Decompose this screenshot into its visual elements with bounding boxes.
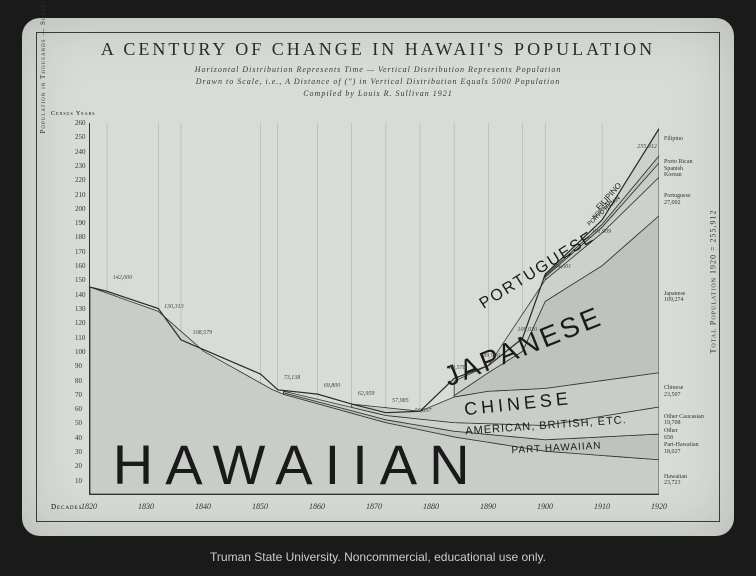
y-tick: 120 xyxy=(75,319,86,327)
census-years-label: Census Years xyxy=(51,111,96,117)
y-tick: 20 xyxy=(75,462,82,470)
population-annotation: 108,579 xyxy=(193,330,213,336)
x-tick: 1860 xyxy=(309,502,325,511)
right-breakdown-label: Part-Hawaiian 18,027 xyxy=(664,442,699,455)
y-tick: 40 xyxy=(75,434,82,442)
x-tick: 1850 xyxy=(252,502,268,511)
subtitle-line-2: Drawn to Scale, i.e., A Distance of (") … xyxy=(196,77,561,86)
right-breakdown-label: Filipino xyxy=(664,136,683,143)
y-tick: 170 xyxy=(75,248,86,256)
x-tick: 1920 xyxy=(651,502,667,511)
x-tick: 1830 xyxy=(138,502,154,511)
slide-frame: A CENTURY OF CHANGE IN HAWAII'S POPULATI… xyxy=(22,18,734,536)
x-tick: 1890 xyxy=(480,502,496,511)
population-annotation: 89,990 xyxy=(483,353,500,359)
population-annotation: 57,985 xyxy=(392,398,409,404)
y-tick: 250 xyxy=(75,133,86,141)
right-breakdown-label: Chinese 23,507 xyxy=(664,385,683,398)
population-annotation: 109,020 xyxy=(518,327,538,333)
y-tick: 210 xyxy=(75,191,86,199)
x-tick: 1900 xyxy=(537,502,553,511)
y-axis-label: Population in Thousands — Scale: (") Equ… xyxy=(39,0,47,134)
population-annotation: 80,578 xyxy=(449,365,466,371)
population-annotation: 69,800 xyxy=(324,383,341,389)
y-tick: 30 xyxy=(75,448,82,456)
population-annotation: 130,313 xyxy=(164,304,184,310)
y-tick: 90 xyxy=(75,362,82,370)
subtitle-line-1: Horizontal Distribution Represents Time … xyxy=(195,65,562,74)
y-tick: 80 xyxy=(75,377,82,385)
y-tick: 260 xyxy=(75,119,86,127)
right-breakdown-label: Other 658 xyxy=(664,428,678,441)
y-tick: 110 xyxy=(75,334,85,342)
right-breakdown-label: Porto Rican Spanish Korean xyxy=(664,159,693,179)
x-tick: 1840 xyxy=(195,502,211,511)
x-axis-label: Decades xyxy=(51,503,83,511)
right-breakdown-label: Portuguese 27,002 xyxy=(664,193,691,206)
population-annotation: 73,138 xyxy=(284,375,301,381)
chart-plot-area: HAWAIIANPART HAWAIIANAMERICAN, BRITISH, … xyxy=(89,123,659,495)
x-tick: 1880 xyxy=(423,502,439,511)
population-annotation: 191,909 xyxy=(592,229,612,235)
population-annotation: 154,001 xyxy=(552,264,572,270)
y-tick: 60 xyxy=(75,405,82,413)
right-axis-label: Total Population 1920 = 255,912 xyxy=(709,209,718,353)
y-tick: 130 xyxy=(75,305,86,313)
y-tick: 150 xyxy=(75,276,86,284)
y-tick: 50 xyxy=(75,419,82,427)
y-tick: 180 xyxy=(75,233,86,241)
right-breakdown-label: Japanese 109,274 xyxy=(664,291,685,304)
y-tick: 140 xyxy=(75,291,86,299)
population-annotation: 62,959 xyxy=(358,391,375,397)
layer-label-hawaiian: HAWAIIAN xyxy=(113,432,482,497)
image-caption: Truman State University. Noncommercial, … xyxy=(0,550,756,564)
y-tick: 160 xyxy=(75,262,86,270)
y-tick: 240 xyxy=(75,148,86,156)
x-tick: 1820 xyxy=(81,502,97,511)
y-tick: 100 xyxy=(75,348,86,356)
chart-border: A CENTURY OF CHANGE IN HAWAII'S POPULATI… xyxy=(36,32,720,522)
population-annotation: 142,000 xyxy=(113,275,133,281)
y-tick: 200 xyxy=(75,205,86,213)
chart-title: A CENTURY OF CHANGE IN HAWAII'S POPULATI… xyxy=(37,33,719,60)
y-tick: 10 xyxy=(75,477,82,485)
population-annotation: 56,897 xyxy=(415,408,432,414)
right-breakdown-label: Hawaiian 23,723 xyxy=(664,474,687,487)
subtitle-line-3: Compiled by Louis R. Sullivan 1921 xyxy=(303,89,453,98)
chart-subtitle: Horizontal Distribution Represents Time … xyxy=(37,64,719,100)
y-tick: 190 xyxy=(75,219,86,227)
population-annotation: 255,912 xyxy=(637,144,657,150)
y-tick: 220 xyxy=(75,176,86,184)
right-breakdown-label: Other Caucasian 19,708 xyxy=(664,414,704,427)
y-tick: 70 xyxy=(75,391,82,399)
x-tick: 1910 xyxy=(594,502,610,511)
x-tick: 1870 xyxy=(366,502,382,511)
y-tick: 230 xyxy=(75,162,86,170)
